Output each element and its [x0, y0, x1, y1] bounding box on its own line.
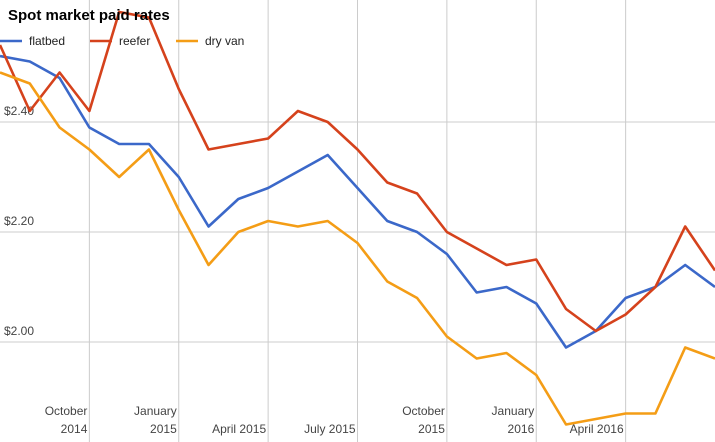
- legend: flatbed reefer dry van: [0, 34, 244, 48]
- x-tick-label: April 2015: [212, 422, 267, 436]
- legend-label: dry van: [205, 34, 244, 48]
- y-tick-label: $2.00: [4, 324, 34, 338]
- chart-title: Spot market paid rates: [8, 7, 170, 24]
- x-tick-label: October 2015: [402, 404, 445, 436]
- y-tick-label: $2.40: [4, 104, 34, 118]
- series-line: [0, 71, 715, 426]
- x-tick-label: April 2016: [569, 422, 624, 436]
- x-tick-label: July 2015: [304, 422, 356, 436]
- x-tick-label: October 2014: [44, 404, 88, 436]
- lines: [0, 10, 715, 426]
- series-line: [0, 10, 715, 333]
- x-tick-label: January 2016: [491, 404, 535, 436]
- x-tick-label: January 2015: [134, 404, 177, 436]
- y-tick-label: $2.20: [4, 214, 34, 228]
- legend-label: reefer: [119, 34, 150, 48]
- legend-label: flatbed: [29, 34, 65, 48]
